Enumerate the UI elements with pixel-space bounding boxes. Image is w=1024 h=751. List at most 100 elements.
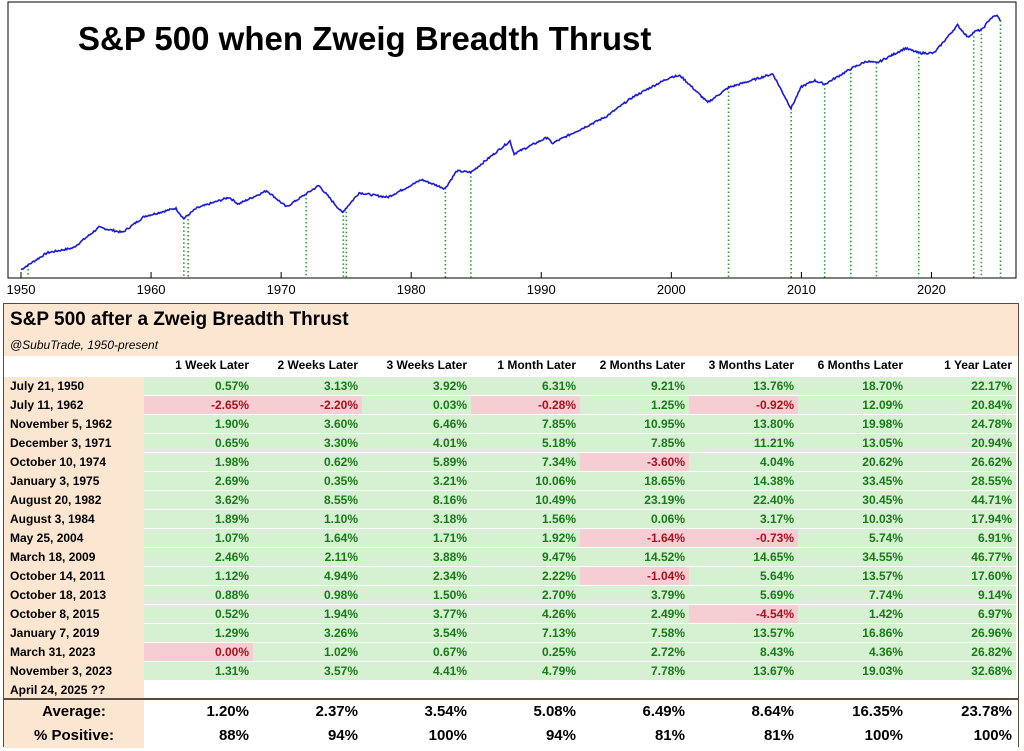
x-tick-label-1990: 1990 [527, 282, 556, 297]
return-cell: -4.54% [689, 605, 798, 623]
return-cell: -1.04% [580, 567, 689, 585]
summary-cell: 8.64% [751, 703, 794, 720]
x-tick-label-2020: 2020 [917, 282, 946, 297]
table-header-band [4, 304, 1018, 356]
row-date: October 18, 2013 [4, 586, 144, 605]
sp500-line-chart: 1950 1960 1970 1980 1990 2000 2010 2020 [7, 1, 1017, 297]
summary-cell: 100% [428, 727, 467, 744]
return-cell: 0.25% [471, 643, 580, 661]
return-cell: -0.73% [689, 529, 798, 547]
return-cell: 18.65% [580, 472, 689, 490]
return-cell: 3.26% [253, 624, 362, 642]
summary-cell: 2.37% [315, 703, 358, 720]
return-cell: 2.49% [580, 605, 689, 623]
return-cell: -0.28% [471, 396, 580, 414]
return-cell: 1.89% [144, 510, 253, 528]
return-cell: 2.11% [253, 548, 362, 566]
return-cell: 1.25% [580, 396, 689, 414]
summary-label: Average: [4, 700, 144, 724]
return-cell: 2.72% [580, 643, 689, 661]
return-cell: 0.52% [144, 605, 253, 623]
return-cell: 3.79% [580, 586, 689, 604]
row-date: August 20, 1982 [4, 491, 144, 510]
return-cell: 33.45% [798, 472, 907, 490]
row-date: December 3, 1971 [4, 434, 144, 453]
return-cell: 8.16% [362, 491, 471, 509]
return-cell: 9.47% [471, 548, 580, 566]
return-cell: 17.60% [907, 567, 1016, 585]
return-cell: 24.78% [907, 415, 1016, 433]
return-cell: 1.71% [362, 529, 471, 547]
return-cell: 20.62% [798, 453, 907, 471]
row-date: January 7, 2019 [4, 624, 144, 643]
return-cell: 18.70% [798, 377, 907, 395]
return-cell: 3.30% [253, 434, 362, 452]
return-cell: 2.70% [471, 586, 580, 604]
return-cell: 0.06% [580, 510, 689, 528]
table-title: S&P 500 after a Zweig Breadth Thrust [10, 309, 349, 330]
column-header: 3 Months Later [708, 358, 794, 372]
return-cell: 1.42% [798, 605, 907, 623]
return-cell: 2.22% [471, 567, 580, 585]
return-cell: 0.65% [144, 434, 253, 452]
summary-cell: 88% [218, 727, 249, 744]
column-header: 1 Week Later [175, 358, 249, 372]
return-cell: 5.64% [689, 567, 798, 585]
return-cell: 3.13% [253, 377, 362, 395]
return-cell: 0.62% [253, 453, 362, 471]
return-cell: 13.57% [798, 567, 907, 585]
return-cell: 3.88% [362, 548, 471, 566]
return-cell: 4.79% [471, 662, 580, 680]
row-date: January 3, 1975 [4, 472, 144, 491]
return-cell: 0.00% [144, 643, 253, 661]
return-cell: 4.01% [362, 434, 471, 452]
return-cell: 3.60% [253, 415, 362, 433]
return-cell: 1.90% [144, 415, 253, 433]
return-cell: 1.07% [144, 529, 253, 547]
return-cell: 6.46% [362, 415, 471, 433]
return-cell: 10.03% [798, 510, 907, 528]
summary-cell: 3.54% [424, 703, 467, 720]
summary-cell: 81% [763, 727, 794, 744]
plot-frame [7, 1, 1017, 279]
return-cell: 0.57% [144, 377, 253, 395]
x-tick-label-1980: 1980 [397, 282, 426, 297]
return-cell: 0.03% [362, 396, 471, 414]
return-cell: 22.17% [907, 377, 1016, 395]
summary-cell: 94% [545, 727, 576, 744]
row-date: October 10, 1974 [4, 453, 144, 472]
return-cell: 1.50% [362, 586, 471, 604]
return-cell: 1.31% [144, 662, 253, 680]
return-cell: -1.64% [580, 529, 689, 547]
return-cell: 3.18% [362, 510, 471, 528]
x-tick-label-1960: 1960 [137, 282, 166, 297]
return-cell: 34.55% [798, 548, 907, 566]
row-date: March 31, 2023 [4, 643, 144, 662]
return-cell: 9.21% [580, 377, 689, 395]
return-cell: 9.14% [907, 586, 1016, 604]
return-cell: 7.13% [471, 624, 580, 642]
return-cell: 7.34% [471, 453, 580, 471]
return-cell: 14.52% [580, 548, 689, 566]
return-cell: 3.54% [362, 624, 471, 642]
return-cell: 14.65% [689, 548, 798, 566]
return-cell: 19.98% [798, 415, 907, 433]
summary-cell: 100% [973, 727, 1012, 744]
return-cell: 32.68% [907, 662, 1016, 680]
row-date: October 8, 2015 [4, 605, 144, 624]
summary-label: % Positive: [4, 724, 144, 748]
return-cell: 26.62% [907, 453, 1016, 471]
return-cell: 22.40% [689, 491, 798, 509]
return-cell: -3.60% [580, 453, 689, 471]
return-cell: 2.69% [144, 472, 253, 490]
column-header: 3 Weeks Later [386, 358, 468, 372]
return-cell: 3.62% [144, 491, 253, 509]
return-cell: 23.19% [580, 491, 689, 509]
row-date: August 3, 1984 [4, 510, 144, 529]
return-cell: 4.94% [253, 567, 362, 585]
table-credit: @SubuTrade, 1950-present [10, 338, 159, 352]
return-cell: 0.67% [362, 643, 471, 661]
return-cell: 0.88% [144, 586, 253, 604]
summary-cell: 81% [654, 727, 685, 744]
return-cell: 1.12% [144, 567, 253, 585]
